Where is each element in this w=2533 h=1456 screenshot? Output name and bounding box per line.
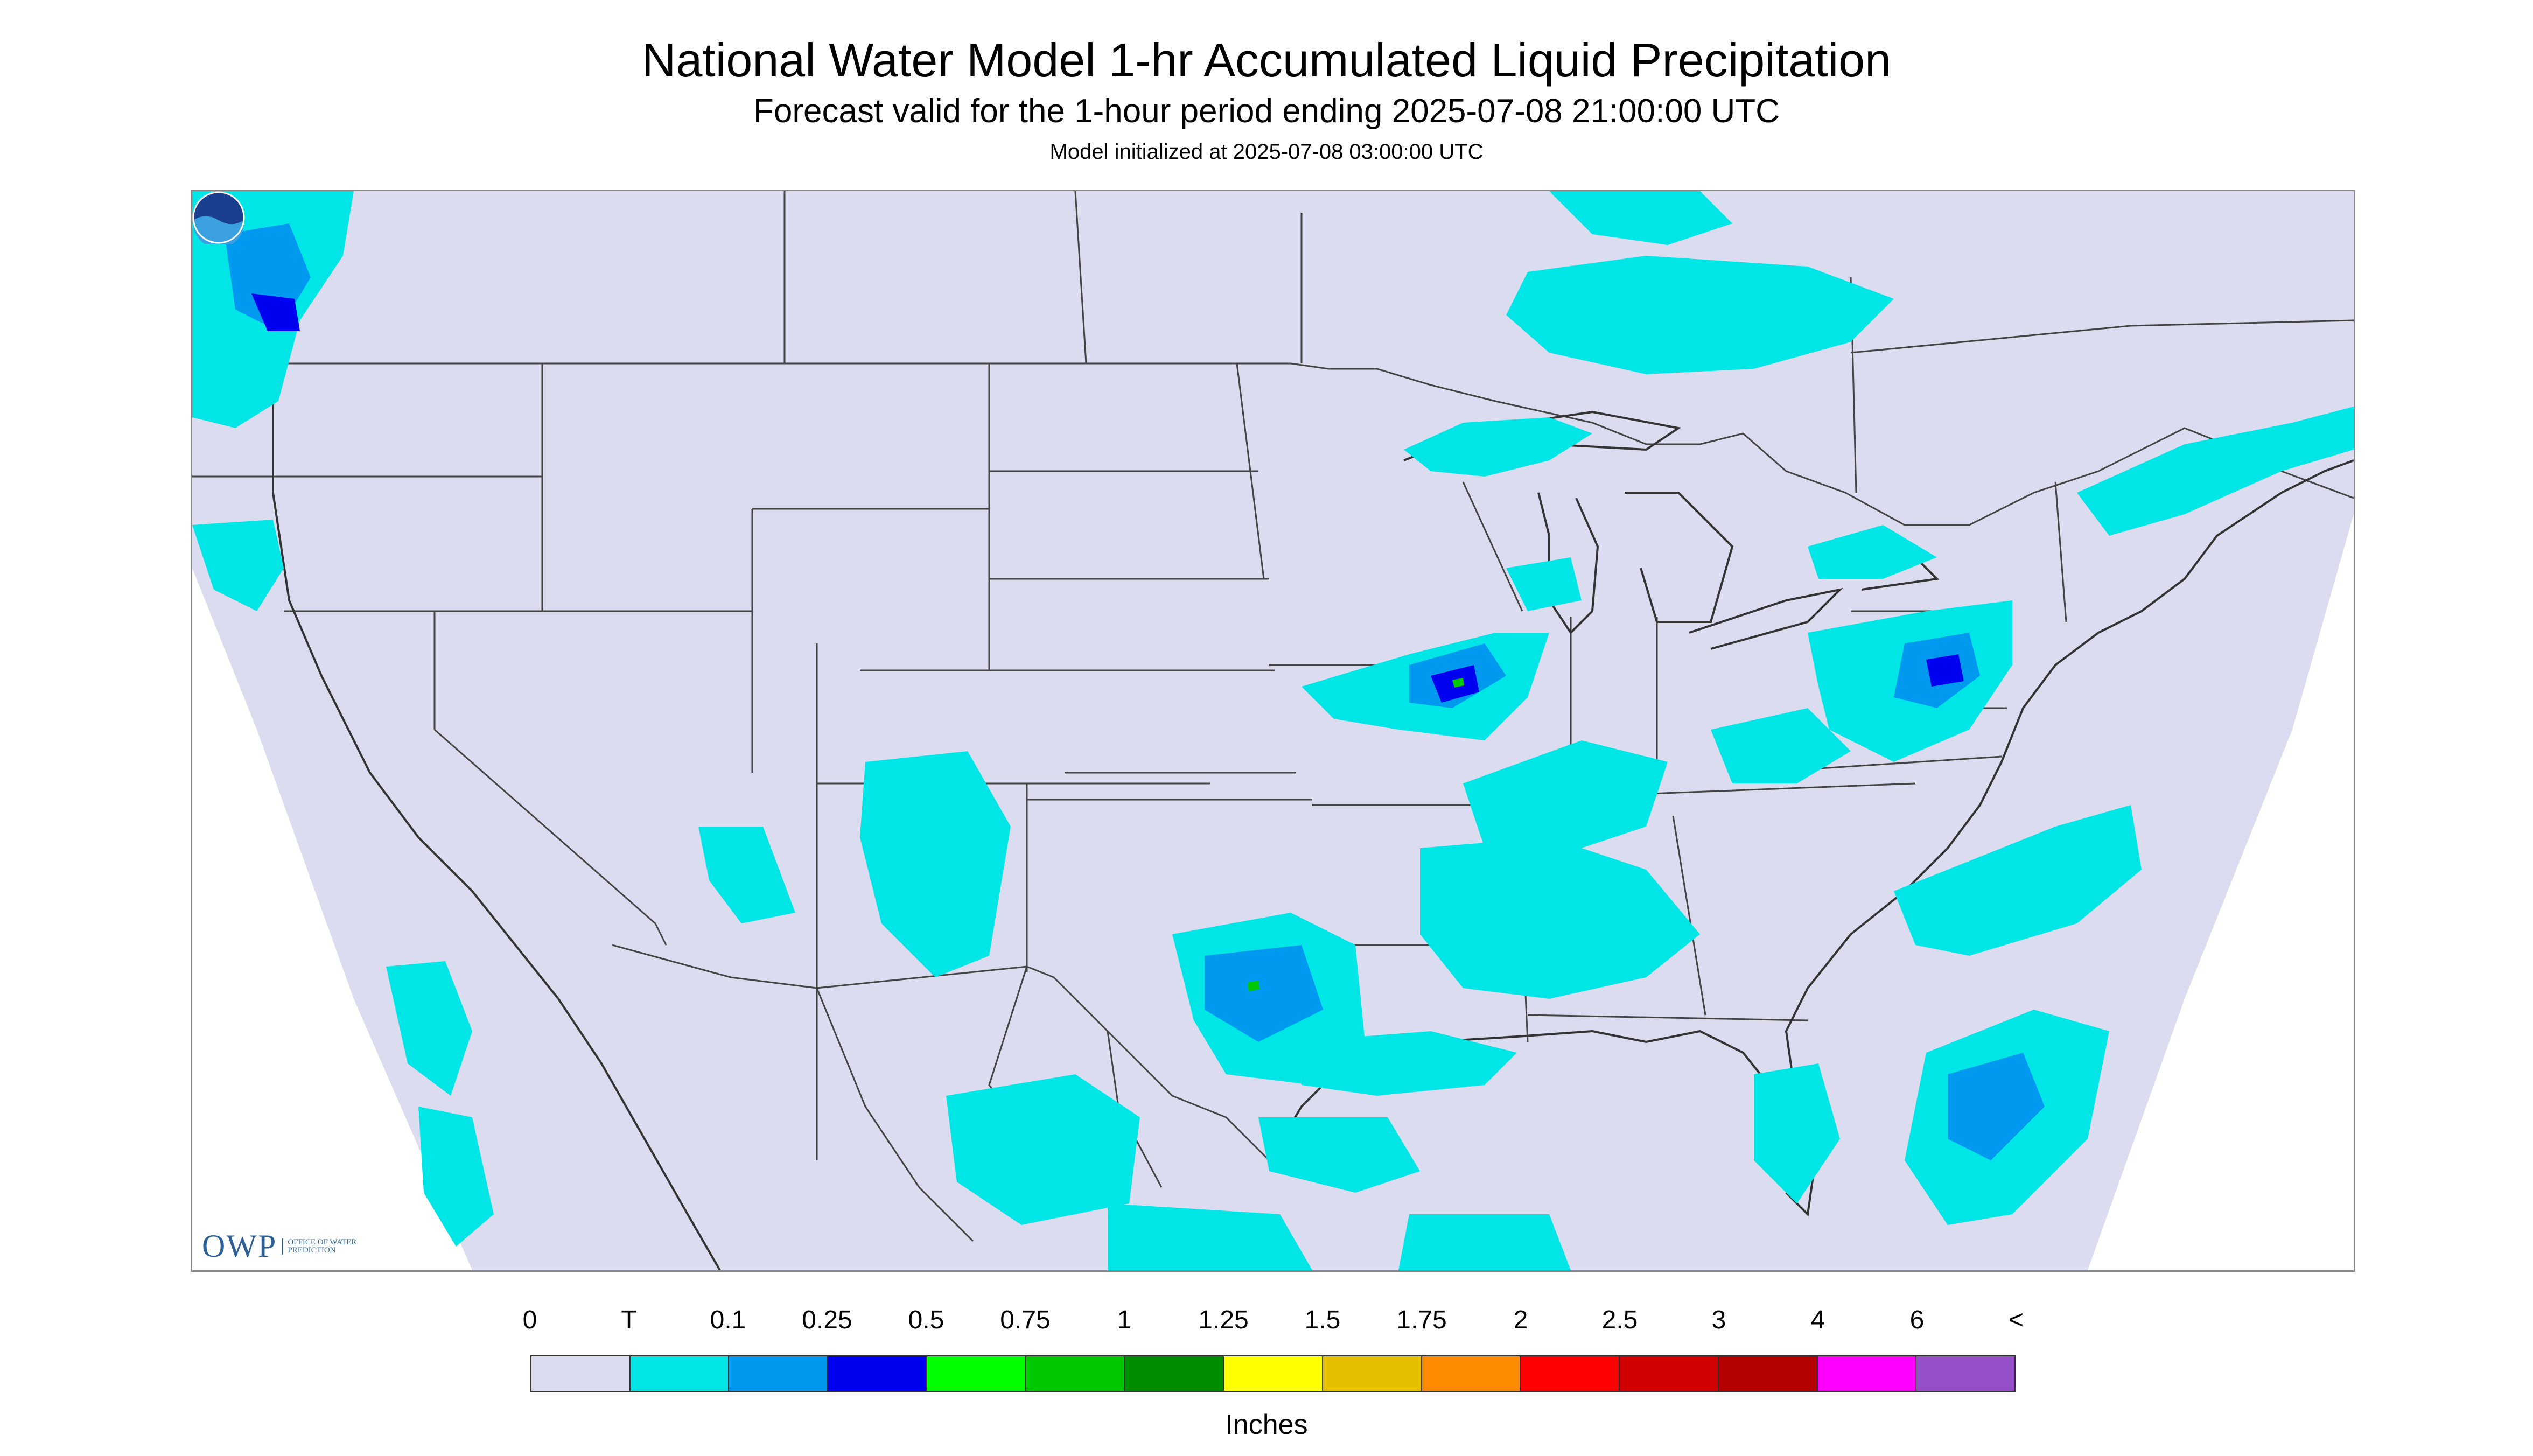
political-boundaries: [192, 191, 2354, 1242]
precip-nm: [860, 751, 1011, 977]
state-mn-east: [1236, 363, 1265, 579]
legend-label: 1: [1117, 1306, 1132, 1334]
precip-midwest-heavy: [1452, 678, 1464, 688]
legend-label: 1.25: [1198, 1306, 1249, 1334]
precip-texas-heavy: [1248, 981, 1259, 991]
precip-gulf: [1291, 1031, 1517, 1096]
legend-labels: 0 T 0.1 0.25 0.5 0.75 1 1.25 1.5 1.75 2 2.5 3 4 6 <: [523, 1305, 2024, 1338]
owp-logo-subtext: OFFICE OF WATER PREDICTION: [282, 1238, 368, 1255]
owp-logo-text: OWP: [202, 1228, 277, 1264]
legend-label: 0.75: [1000, 1306, 1051, 1334]
precip-florida: [1754, 1063, 1840, 1203]
legend-swatch: [1224, 1356, 1323, 1391]
legend-label: 1.5: [1304, 1306, 1341, 1334]
legend-swatch: [630, 1356, 730, 1391]
precip-coast-1: [192, 520, 284, 611]
precip-bc-moderate: [251, 293, 300, 331]
lake-michigan: [1537, 492, 1599, 635]
precip-mexico-2: [1108, 1203, 1312, 1270]
precip-bc: [1549, 191, 1732, 245]
precip-ne-ontario: [1808, 525, 1937, 579]
precip-upper-mi: [1404, 417, 1592, 477]
state-al-ga: [1672, 815, 1706, 1016]
legend-label: 0.1: [710, 1306, 746, 1334]
precip-tn-valley: [1463, 740, 1668, 859]
atlantic-coast: [1785, 459, 2354, 1177]
precip-md-moderate: [1926, 654, 1964, 687]
province-line-2: [1074, 191, 1087, 364]
legend-swatch: [1026, 1356, 1125, 1391]
lake-huron: [1625, 492, 1734, 623]
legend-swatch: [828, 1356, 927, 1391]
legend-label: 3: [1711, 1306, 1726, 1334]
state-wi-mi: [1462, 481, 1523, 612]
precip-texas-light: [1205, 945, 1323, 1042]
legend-swatch: [1125, 1356, 1224, 1391]
state-new-england: [2054, 481, 2067, 622]
legend-label: <: [2008, 1306, 2024, 1334]
legend-swatch: [1718, 1356, 1818, 1391]
state-ga-fl: [1527, 1014, 1808, 1021]
legend-swatch: [1916, 1356, 2015, 1391]
precip-heavy: [1248, 678, 1464, 991]
map-canvas: [192, 191, 2354, 1270]
precip-mexico-3: [1398, 1214, 1571, 1270]
precip-appalachia: [1711, 708, 1851, 783]
legend-label: 0: [522, 1306, 537, 1334]
legend-swatch: [927, 1356, 1026, 1391]
precip-atlantic-1: [1894, 805, 2142, 956]
legend-label: 1.75: [1396, 1306, 1447, 1334]
legend-swatch: [1817, 1356, 1917, 1391]
precip-il: [1506, 557, 1582, 611]
map-title: National Water Model 1-hr Accumulated Li…: [641, 33, 1892, 87]
precipitation-map: OWP OFFICE OF WATER PREDICTION: [191, 190, 2355, 1272]
lake-erie: [1689, 587, 1844, 650]
mexico-state-line-1: [816, 988, 974, 1242]
map-subtitle: Forecast valid for the 1-hour period end…: [753, 93, 1780, 130]
noaa-logo: [192, 191, 245, 244]
legend-units: Inches: [1225, 1409, 1308, 1440]
precip-pacific-mx-2: [418, 1107, 494, 1247]
precip-moderate: [251, 293, 1964, 703]
precip-az: [698, 827, 795, 923]
legend-label: 6: [1909, 1306, 1925, 1334]
legend-label: 0.25: [802, 1306, 852, 1334]
precip-gulf-2: [1258, 1117, 1420, 1193]
legend-label: T: [621, 1306, 637, 1334]
legend-swatch: [1620, 1356, 1719, 1391]
precip-pacific-mx: [386, 961, 472, 1096]
state-nv-ca: [434, 729, 667, 946]
mexico-border: [612, 944, 1270, 1161]
model-init-time: Model initialized at 2025-07-08 03:00:00…: [1049, 140, 1484, 164]
precip-ontario: [1506, 256, 1894, 374]
pacific-coast: [272, 396, 721, 1270]
canada-border: [192, 362, 2354, 526]
legend-swatch: [531, 1356, 631, 1391]
precip-light: [225, 223, 2045, 1160]
precip-atlantic-light: [1948, 1053, 2045, 1160]
precip-se: [1420, 837, 1700, 999]
legend-label: 2.5: [1601, 1306, 1638, 1334]
quebec-line: [1850, 319, 2354, 354]
legend-swatch: [1422, 1356, 1521, 1391]
legend-swatch: [1323, 1356, 1422, 1391]
projection-domain: [192, 191, 2354, 1270]
legend-label: 0.5: [908, 1306, 944, 1334]
color-legend: [530, 1355, 2016, 1392]
owp-logo: OWP OFFICE OF WATER PREDICTION: [202, 1228, 368, 1265]
legend-label: 2: [1513, 1306, 1528, 1334]
legend-label: 4: [1810, 1306, 1825, 1334]
precip-quebec: [2077, 407, 2354, 536]
legend-swatch: [729, 1356, 829, 1391]
precip-mexico-1: [946, 1074, 1140, 1225]
legend-swatch: [1521, 1356, 1620, 1391]
